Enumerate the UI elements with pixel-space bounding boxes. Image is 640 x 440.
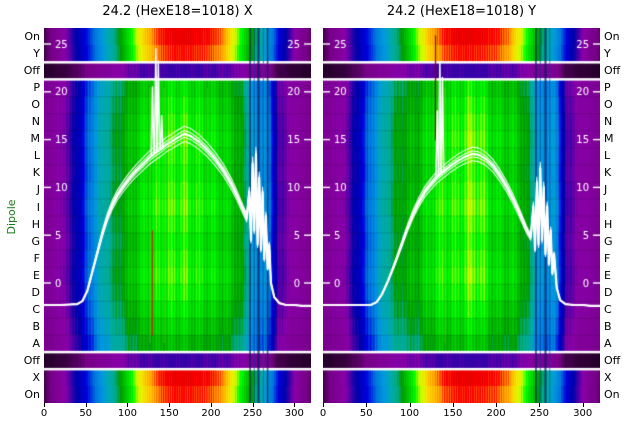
row-label-left-f-13: F	[33, 251, 40, 265]
row-label-right-f-13: F	[604, 251, 611, 265]
row-label-left-g-12: G	[31, 234, 40, 248]
row-label-right-g-12: G	[604, 234, 613, 248]
row-label-left-b-17: B	[32, 319, 40, 333]
row-label-right-p-3: P	[604, 81, 611, 95]
row-label-right-a-18: A	[604, 336, 612, 350]
row-label-right-m-6: M	[604, 132, 614, 146]
heatmap-panel-x	[44, 28, 311, 403]
row-label-right-on-0: On	[604, 30, 620, 43]
row-label-left-i-10: I	[36, 200, 40, 214]
x-tick-label: 50	[79, 408, 93, 419]
x-tick-mark	[210, 403, 212, 407]
x-tick-label: 250	[243, 408, 263, 419]
row-label-left-off-19: Off	[23, 353, 40, 367]
x-tick-label: 200	[486, 408, 506, 419]
row-label-left-l-7: L	[33, 149, 40, 163]
row-label-right-l-7: L	[604, 149, 611, 163]
row-label-right-o-4: O	[604, 98, 613, 112]
x-tick-label: 0	[40, 408, 48, 419]
row-label-right-b-17: B	[604, 319, 612, 333]
x-tick-mark	[294, 403, 296, 407]
row-label-left-p-3: P	[33, 81, 40, 95]
row-label-right-h-11: H	[604, 217, 613, 231]
x-tick-mark	[496, 403, 498, 407]
row-label-left-n-5: N	[31, 115, 40, 129]
x-tick-mark	[127, 403, 129, 407]
row-label-right-c-16: C	[604, 302, 612, 316]
x-tick-label: 0	[319, 408, 327, 419]
row-label-left-on-21: On	[24, 388, 40, 401]
x-tick-label: 300	[284, 408, 304, 419]
x-tick-mark	[85, 403, 87, 407]
row-label-right-on-21: On	[604, 388, 620, 401]
heatmap-panel-y	[323, 28, 600, 403]
x-tick-mark	[169, 403, 171, 407]
row-label-left-a-18: A	[32, 336, 40, 350]
panel-title-x: 24.2 (HexE18=1018) X	[102, 4, 253, 19]
x-tick-label: 300	[573, 408, 593, 419]
row-label-left-c-16: C	[32, 302, 40, 316]
x-tick-mark	[252, 403, 254, 407]
row-label-left-d-15: D	[31, 285, 40, 299]
x-tick-label: 250	[529, 408, 549, 419]
x-tick-label: 200	[201, 408, 221, 419]
row-label-left-j-9: J	[36, 183, 40, 197]
row-label-left-on-0: On	[24, 30, 40, 43]
row-label-right-j-9: J	[604, 183, 608, 197]
x-tick-mark	[452, 403, 454, 407]
row-label-right-y-1: Y	[604, 47, 611, 61]
row-label-left-o-4: O	[31, 98, 40, 112]
row-label-right-n-5: N	[604, 115, 613, 129]
x-tick-mark	[539, 403, 541, 407]
x-tick-label: 100	[400, 408, 420, 419]
row-label-right-x-20: X	[604, 370, 612, 384]
row-label-left-m-6: M	[30, 132, 41, 146]
x-tick-mark	[582, 403, 584, 407]
x-tick-label: 150	[159, 408, 179, 419]
x-tick-mark	[409, 403, 411, 407]
row-label-left-e-14: E	[33, 268, 40, 282]
x-tick-label: 100	[117, 408, 137, 419]
row-label-right-d-15: D	[604, 285, 613, 299]
row-label-left-k-8: K	[32, 166, 40, 180]
row-label-right-off-2: Off	[604, 64, 621, 78]
panel-title-y: 24.2 (HexE18=1018) Y	[386, 4, 537, 19]
row-label-left-off-2: Off	[23, 64, 40, 78]
x-tick-label: 150	[443, 408, 463, 419]
x-tick-mark	[366, 403, 368, 407]
x-tick-label: 50	[359, 408, 373, 419]
row-label-right-k-8: K	[604, 166, 612, 180]
x-tick-mark	[323, 403, 324, 407]
row-label-left-y-1: Y	[33, 47, 40, 61]
row-label-right-off-19: Off	[604, 353, 621, 367]
row-label-left-h-11: H	[31, 217, 40, 231]
row-label-left-x-20: X	[32, 370, 40, 384]
row-label-right-i-10: I	[604, 200, 608, 214]
row-label-right-e-14: E	[604, 268, 611, 282]
x-tick-mark	[44, 403, 45, 407]
